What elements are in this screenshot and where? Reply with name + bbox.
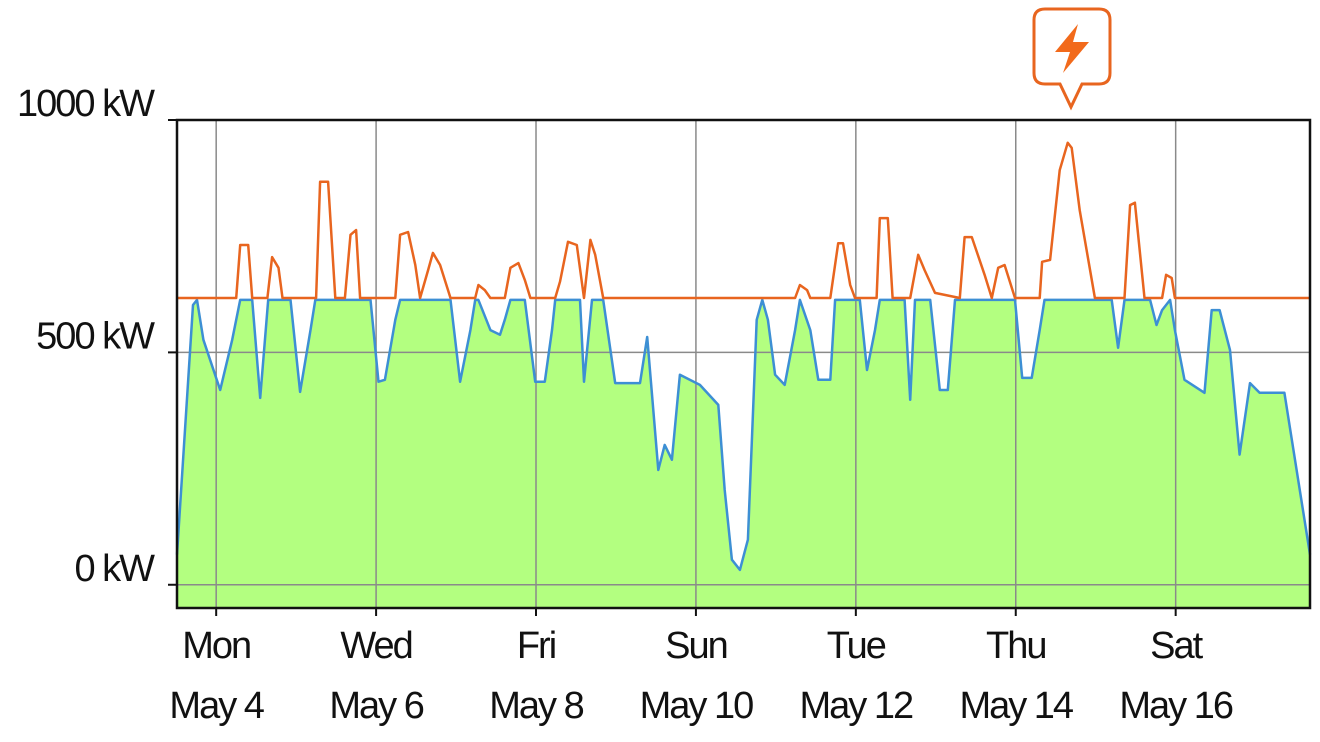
- x-tick-label: Fri: [517, 625, 555, 667]
- icon-bolt: [1055, 24, 1089, 73]
- x-tick-date: May 12: [800, 685, 913, 727]
- x-tick-label: Tue: [827, 625, 886, 667]
- x-tick-label: Wed: [340, 625, 411, 667]
- y-tick-label: 500 kW: [36, 315, 155, 357]
- peak-alert-icon: [1032, 7, 1112, 111]
- plot-frame: [175, 118, 1312, 610]
- x-tick-label: Mon: [182, 625, 250, 667]
- x-tick-date: May 4: [169, 685, 264, 727]
- y-tick-label: 1000 kW: [17, 83, 155, 125]
- x-tick-date: May 6: [329, 685, 423, 727]
- x-tick-date: May 16: [1119, 685, 1232, 727]
- x-tick-date: May 10: [640, 685, 753, 727]
- x-tick-label: Sun: [665, 625, 727, 667]
- x-tick-label: Thu: [986, 625, 1045, 667]
- x-tick-label: Sat: [1150, 625, 1203, 667]
- y-tick-label: 0 kW: [74, 548, 155, 590]
- series-line: [175, 298, 1312, 572]
- area: [177, 299, 1310, 608]
- series-line: [177, 141, 1310, 300]
- x-tick-date: May 8: [489, 685, 583, 727]
- plot-area: [175, 119, 1312, 608]
- x-tick-date: May 14: [959, 685, 1073, 727]
